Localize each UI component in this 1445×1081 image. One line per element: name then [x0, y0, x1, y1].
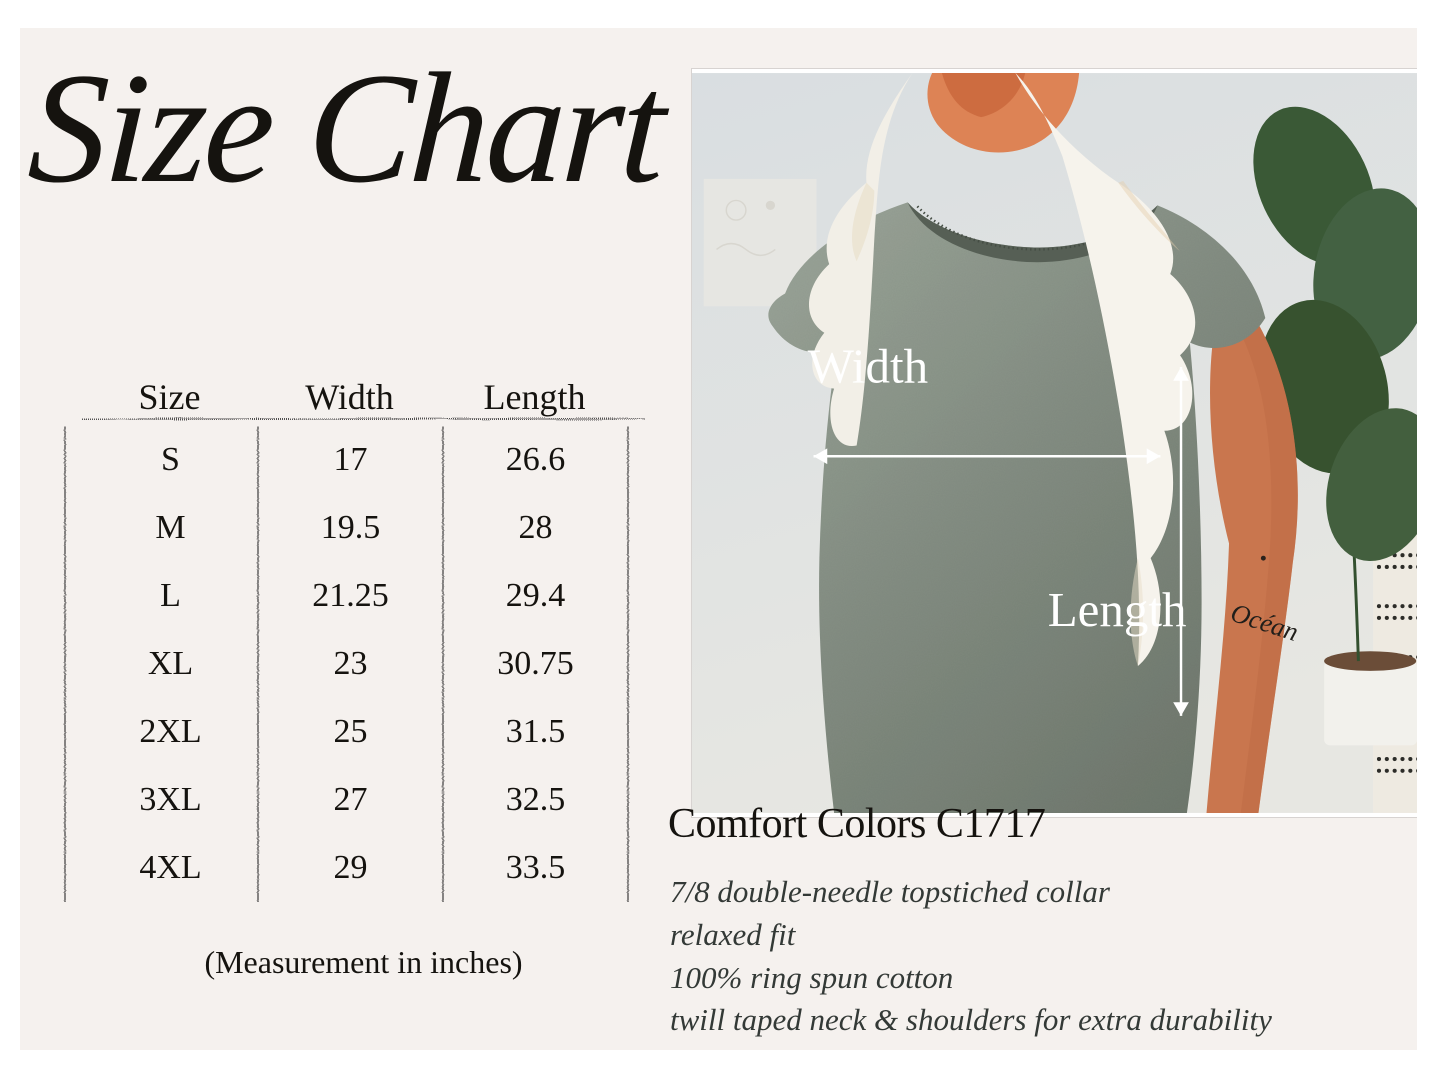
svg-text:Width: Width [808, 339, 929, 394]
svg-text:Length: Length [1048, 582, 1187, 637]
